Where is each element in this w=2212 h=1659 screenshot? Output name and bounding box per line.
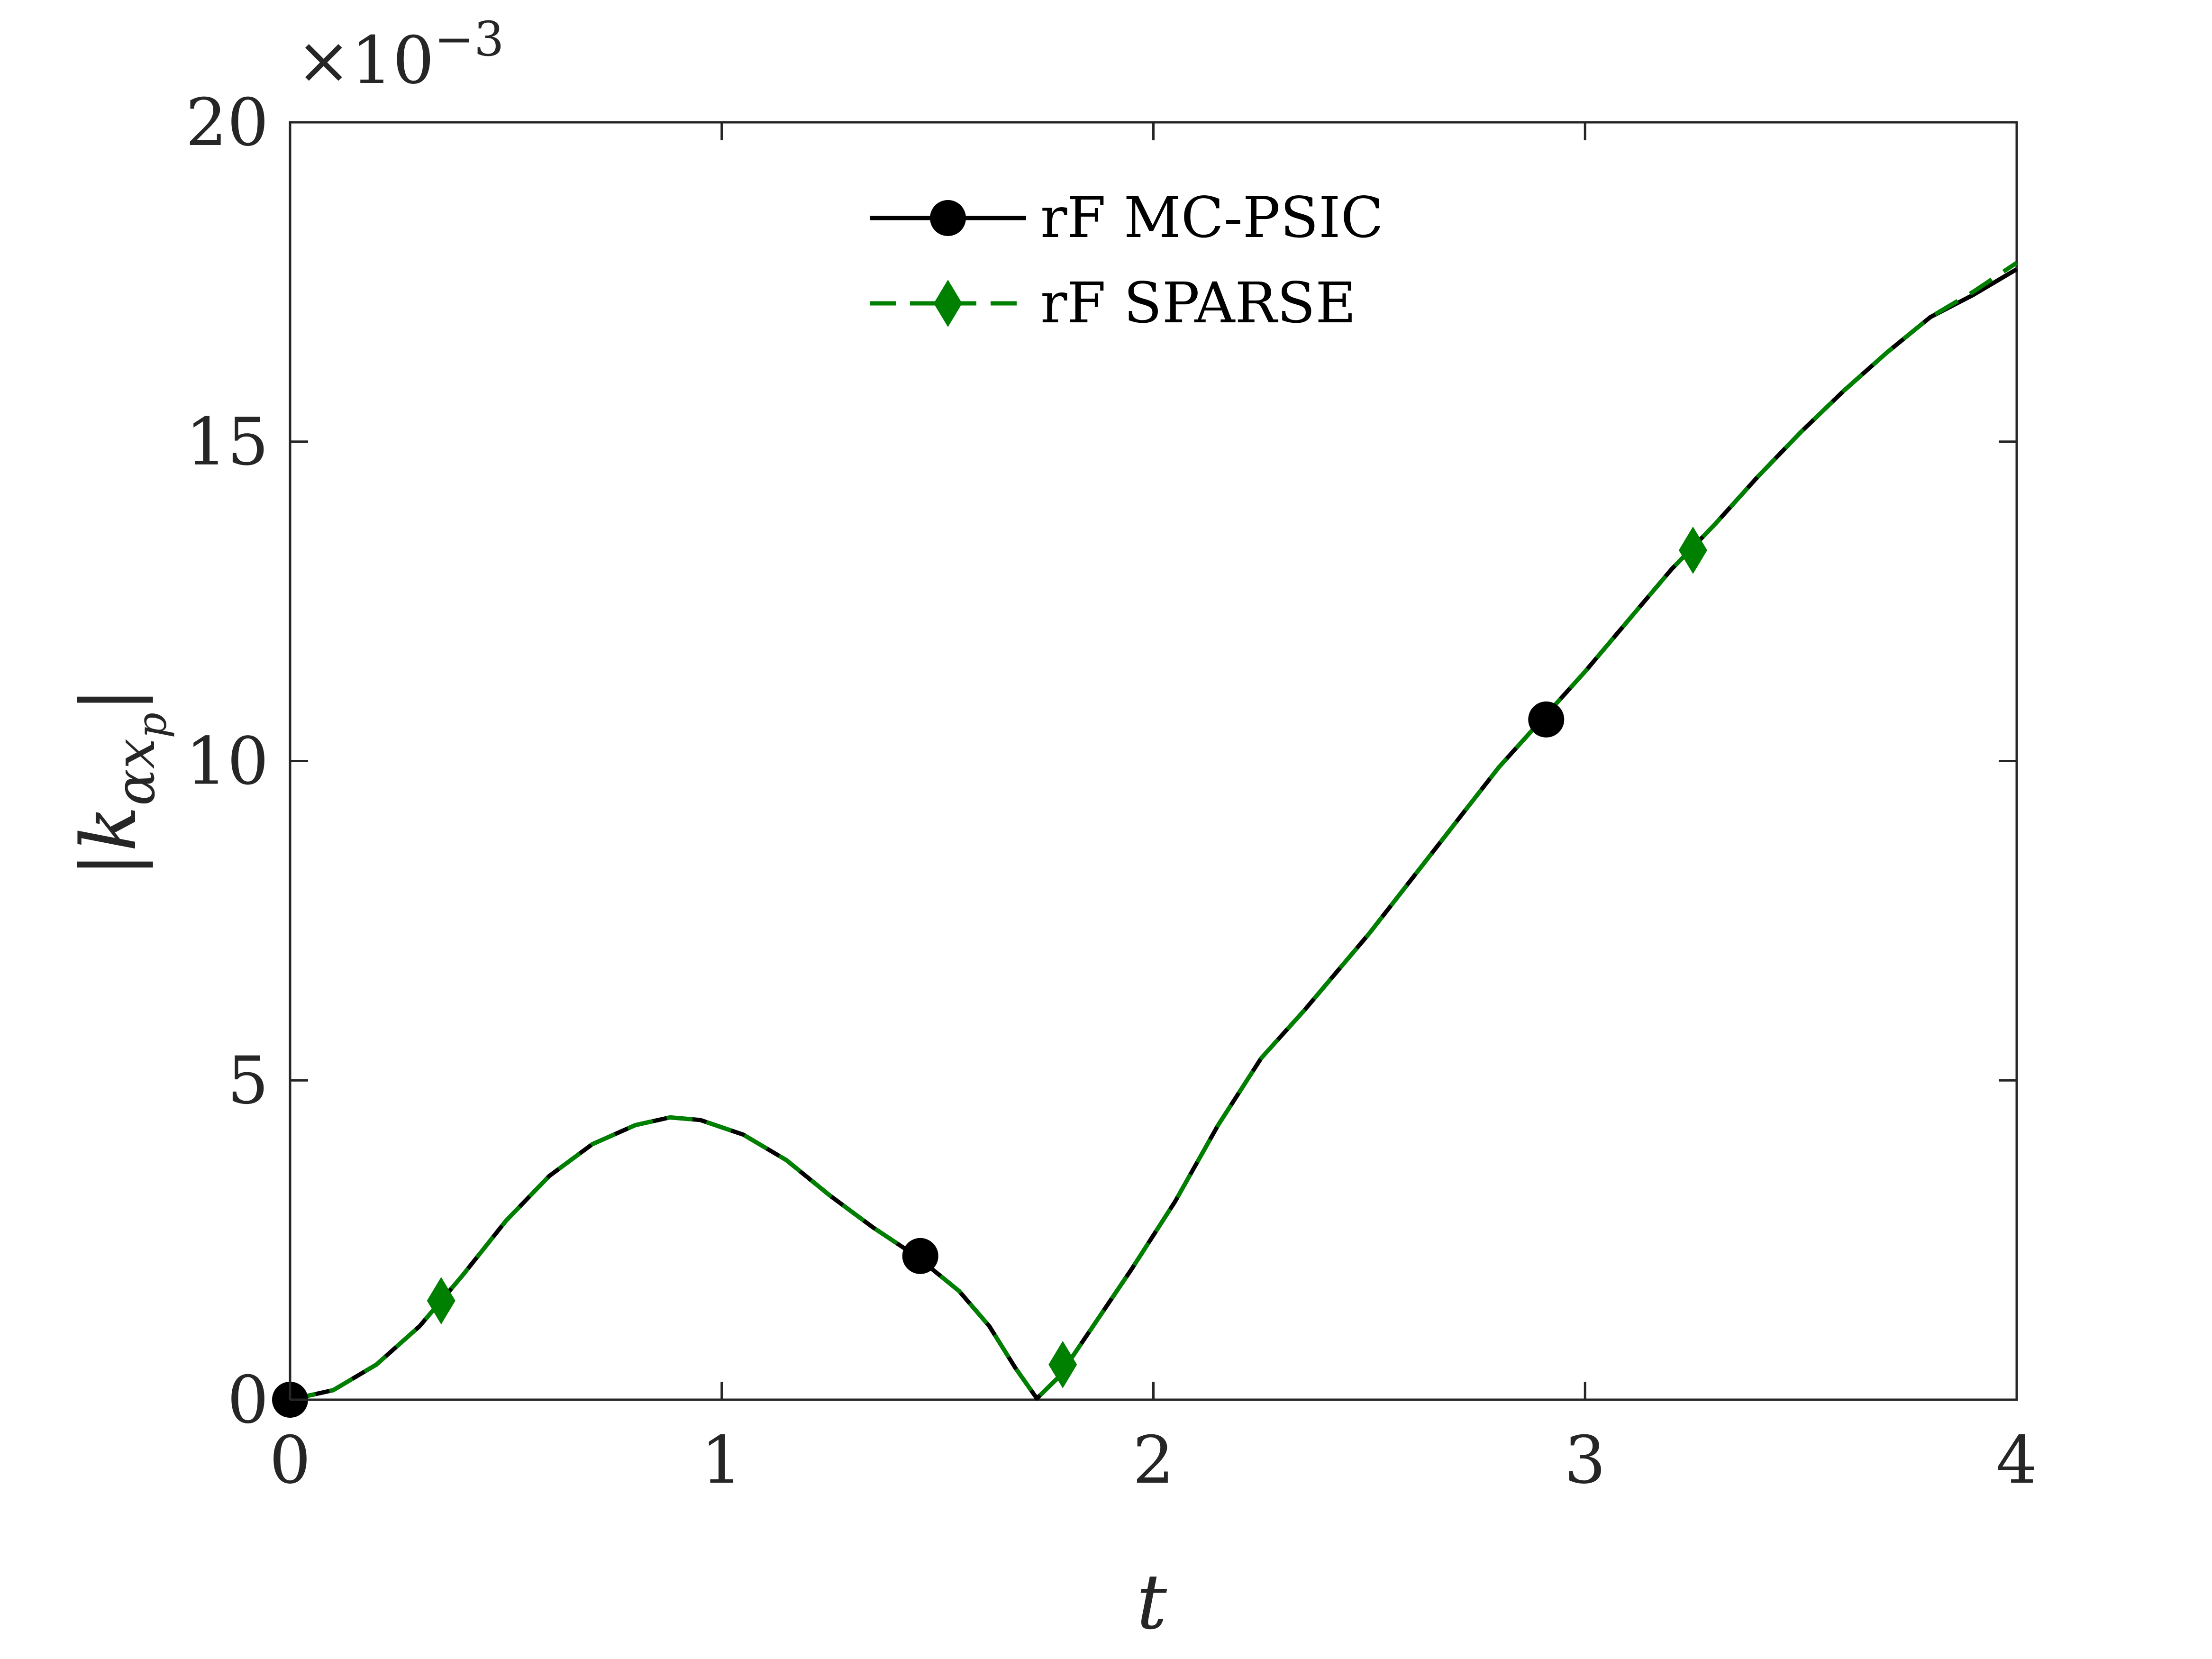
legend-marker-mc-psic: [930, 200, 966, 236]
y-tick-label: 10: [185, 723, 269, 800]
y-axis-label-close: |: [64, 687, 153, 712]
y-tick-label: 0: [227, 1362, 269, 1438]
x-tick-label: 2: [1133, 1422, 1174, 1498]
legend-label-mc-psic: rF MC-PSIC: [1040, 185, 1384, 250]
data-point-sparse: [427, 1277, 455, 1325]
ticks-layer: 0 1 2 3 4 0 5 10 15 20: [185, 84, 2038, 1498]
series-line-sparse: [290, 261, 2018, 1402]
series-layer: [272, 261, 2018, 1418]
data-point-mc-psic: [902, 1238, 938, 1274]
x-tick-label: 3: [1564, 1422, 1606, 1498]
y-tick-label: 15: [185, 404, 269, 480]
data-point-sparse: [1678, 526, 1707, 574]
y-exponent-label: ×10−3: [296, 11, 504, 99]
legend-label-sparse: rF SPARSE: [1040, 270, 1356, 336]
svg-text:|kαxp|: |kαxp|: [64, 687, 176, 877]
plot-frame: [289, 121, 2018, 1401]
y-tick-label: 20: [185, 84, 269, 161]
legend-marker-sparse: [934, 280, 962, 327]
y-axis-label: |kαxp|: [64, 687, 176, 877]
y-axis-label-main: |k: [64, 806, 153, 877]
y-exponent-power: −3: [434, 11, 504, 67]
y-exponent-base: ×10: [296, 22, 434, 99]
data-point-sparse: [1048, 1340, 1077, 1388]
x-tick-label: 0: [269, 1422, 311, 1498]
x-tick-label: 1: [701, 1422, 743, 1498]
y-tick-label: 5: [227, 1042, 269, 1119]
legend: rF MC-PSIC rF SPARSE: [870, 185, 1384, 336]
x-tick-label: 4: [1996, 1422, 2038, 1498]
y-axis-label-subsubscript: p: [129, 712, 176, 738]
x-axis-label: t: [1137, 1558, 1167, 1646]
plot-area: [289, 121, 2018, 1401]
svg-text:×10−3: ×10−3: [296, 11, 504, 99]
data-point-mc-psic: [1528, 701, 1565, 738]
y-axis-label-subscript: αx: [104, 738, 167, 806]
